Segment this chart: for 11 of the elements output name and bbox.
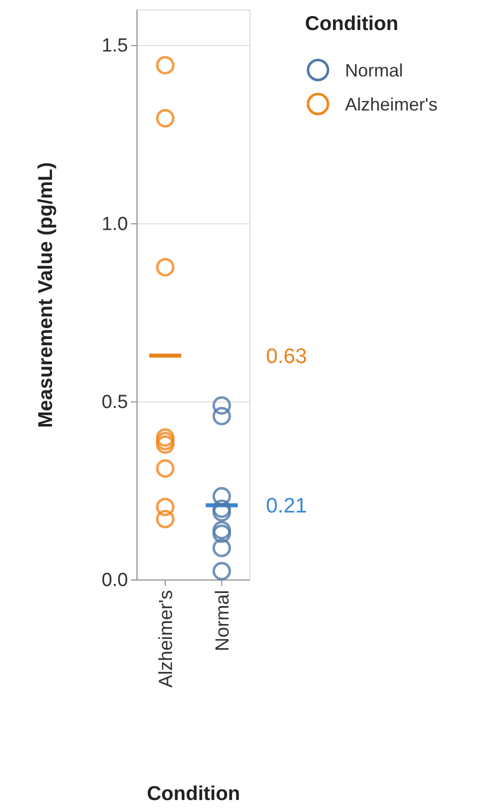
y-axis-title: Measurement Value (pg/mL) <box>35 162 57 428</box>
ref-line-label: 0.21 <box>266 494 307 518</box>
legend-title: Condition <box>305 13 398 35</box>
legend-label: Alzheimer's <box>345 94 438 114</box>
legend-label: Normal <box>345 60 404 80</box>
x-axis-title: Condition <box>146 783 240 805</box>
y-tick-label: 1.5 <box>102 36 128 57</box>
ref-line-label: 0.63 <box>266 344 307 368</box>
y-tick-label: 0.0 <box>102 570 128 592</box>
y-tick-label: 0.5 <box>102 392 128 413</box>
y-tick-label: 1.0 <box>102 214 128 235</box>
